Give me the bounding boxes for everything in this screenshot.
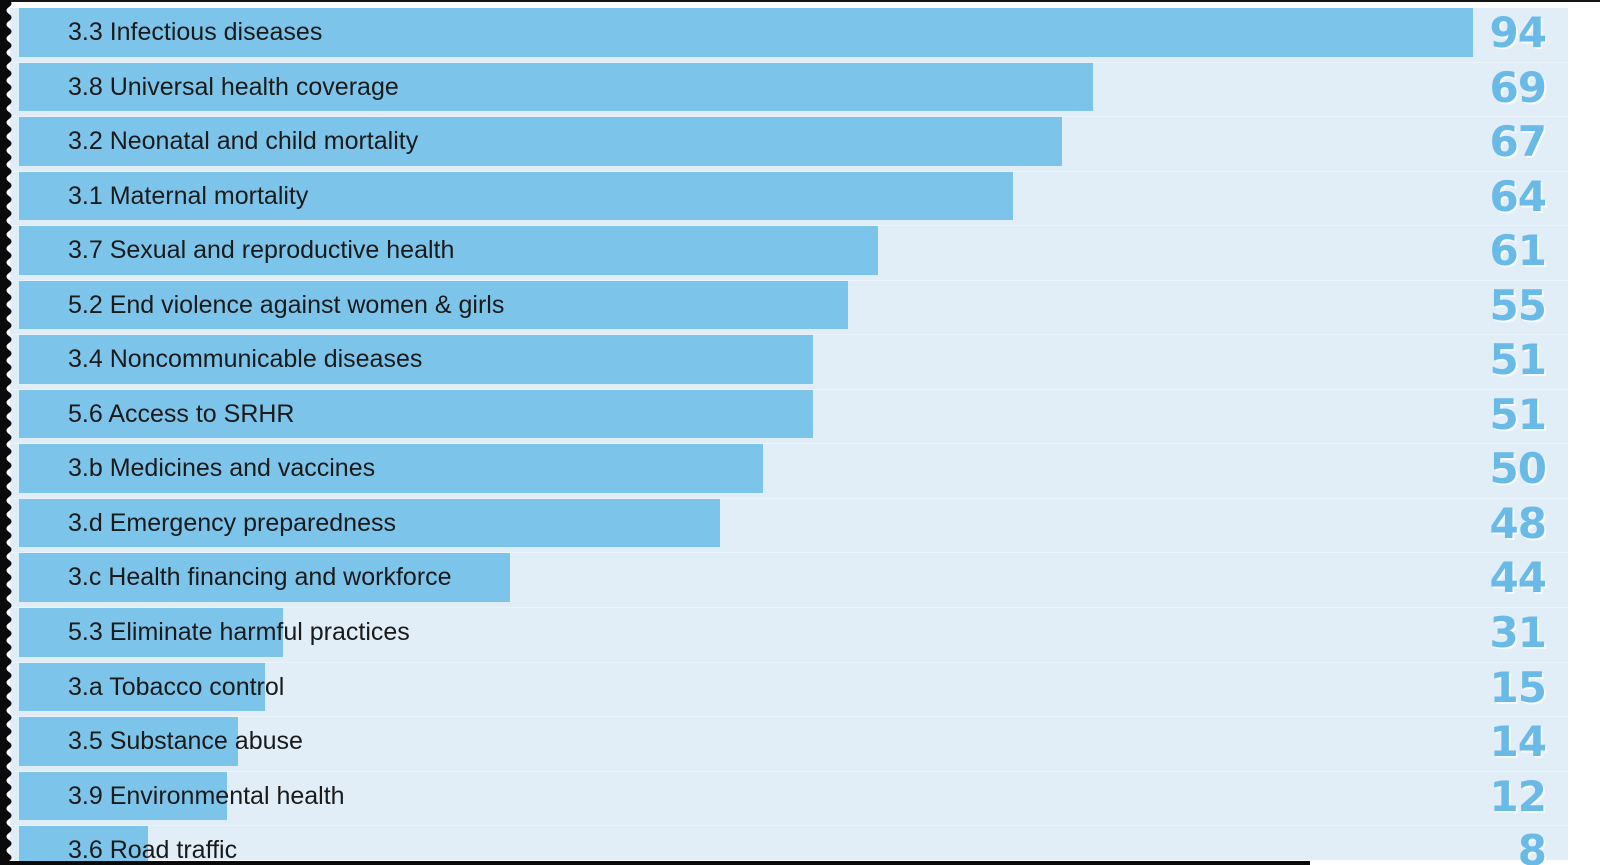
bar-value: 14 xyxy=(1489,717,1547,767)
bar-value: 67 xyxy=(1489,117,1547,167)
bar-row: 5.3 Eliminate harmful practices 31 xyxy=(10,607,1568,657)
bar-value: 51 xyxy=(1489,335,1547,385)
bar-row: 3.d Emergency preparedness 48 xyxy=(10,497,1568,548)
bar-label: 3.5 Substance abuse xyxy=(68,727,303,756)
bar-label: 3.1 Maternal mortality xyxy=(68,181,309,210)
bar-value: 48 xyxy=(1489,498,1547,548)
bar-value: 51 xyxy=(1489,389,1547,439)
bar-row: 3.c Health financing and workforce 44 xyxy=(10,552,1568,602)
bar-row: 3.a Tobacco control 15 xyxy=(10,661,1568,712)
bar-label: 3.2 Neonatal and child mortality xyxy=(68,127,419,156)
bar xyxy=(19,8,1473,57)
bar xyxy=(19,280,848,330)
bar-row: 3.b Medicines and vaccines 50 xyxy=(10,443,1568,493)
bar xyxy=(19,117,1062,166)
torn-edge-path xyxy=(0,0,12,865)
bar-label: 3.a Tobacco control xyxy=(68,672,285,701)
bar xyxy=(19,662,265,712)
bar-row: 3.8 Universal health coverage 69 xyxy=(10,61,1568,112)
bar-row: 3.5 Substance abuse 14 xyxy=(10,716,1568,766)
bar xyxy=(19,608,283,657)
torn-paper-edge-icon xyxy=(0,0,12,865)
bar-value: 94 xyxy=(1489,8,1547,57)
bar xyxy=(19,171,1013,221)
bar-value: 31 xyxy=(1489,608,1547,658)
bar-row: 3.6 Road traffic 8 xyxy=(10,825,1568,865)
bar-value: 12 xyxy=(1489,771,1547,821)
bar-row: 5.6 Access to SRHR 51 xyxy=(10,388,1568,439)
bar-row: 3.4 Noncommunicable diseases 51 xyxy=(10,334,1568,384)
bar xyxy=(19,826,148,865)
bar-label: 3.4 Noncommunicable diseases xyxy=(68,345,423,374)
bar-label: 3.7 Sexual and reproductive health xyxy=(68,236,455,265)
bar-value: 8 xyxy=(1517,826,1547,865)
bar-label: 3.b Medicines and vaccines xyxy=(68,454,376,483)
bar-value: 44 xyxy=(1489,553,1547,603)
bar-label: 5.2 End violence against women & girls xyxy=(68,290,505,319)
bar-row: 5.2 End violence against women & girls 5… xyxy=(10,279,1568,330)
bar-label: 3.d Emergency preparedness xyxy=(68,508,396,537)
bar xyxy=(19,553,510,602)
bar xyxy=(19,335,813,384)
bar-row: 3.7 Sexual and reproductive health 61 xyxy=(10,225,1568,275)
bar-label: 5.3 Eliminate harmful practices xyxy=(68,618,410,647)
bar xyxy=(19,498,720,548)
bar xyxy=(19,62,1093,112)
bar-label: 3.8 Universal health coverage xyxy=(68,72,399,101)
bar xyxy=(19,389,813,439)
bar xyxy=(19,226,878,275)
bar-row: 3.3 Infectious diseases 94 xyxy=(10,8,1568,57)
chart-panel: 3.3 Infectious diseases 94 3.8 Universal… xyxy=(10,8,1568,865)
bar-label: 3.6 Road traffic xyxy=(68,836,238,865)
bar xyxy=(19,771,227,821)
bar-value: 69 xyxy=(1489,62,1547,112)
bar-value: 64 xyxy=(1489,171,1547,221)
bar xyxy=(19,717,238,766)
bar-value: 55 xyxy=(1489,280,1547,330)
bar-row: 3.2 Neonatal and child mortality 67 xyxy=(10,116,1568,166)
bar-label: 3.3 Infectious diseases xyxy=(68,18,323,46)
top-border-line xyxy=(0,0,1600,2)
bar-label: 5.6 Access to SRHR xyxy=(68,399,295,428)
bar-row: 3.1 Maternal mortality 64 xyxy=(10,170,1568,221)
bottom-border-line xyxy=(0,861,1310,865)
bar-label: 3.9 Environmental health xyxy=(68,781,345,810)
bar-label: 3.c Health financing and workforce xyxy=(68,563,452,592)
bar-value: 15 xyxy=(1489,662,1547,712)
bar-value: 50 xyxy=(1489,444,1547,494)
bar xyxy=(19,444,763,493)
bar-value: 61 xyxy=(1489,226,1547,276)
bar-row: 3.9 Environmental health 12 xyxy=(10,770,1568,821)
